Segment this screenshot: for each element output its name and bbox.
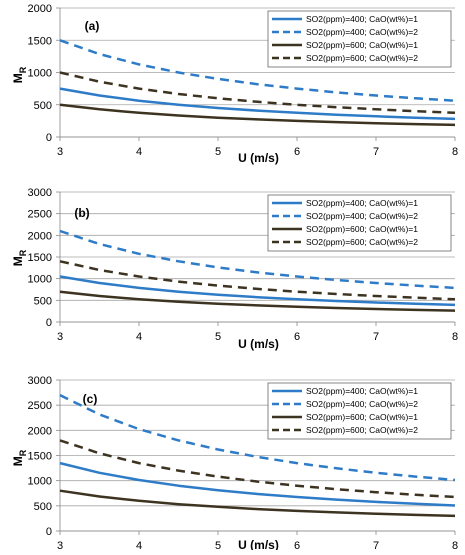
series-line-3 [59, 103, 456, 127]
legend-label-4: SO2(ppm)=600; CaO(wt%)=2 [306, 425, 418, 435]
legend-label-1: SO2(ppm)=400; CaO(wt%)=1 [306, 198, 418, 208]
y-tick-label: 3000 [28, 187, 52, 199]
y-tick-label: 2000 [28, 425, 52, 437]
series-line-3 [59, 290, 456, 312]
legend: SO2(ppm)=400; CaO(wt%)=1 SO2(ppm)=400; Ca… [267, 194, 452, 252]
y-tick-label: 1000 [28, 476, 52, 488]
y-axis-label: MR [11, 249, 28, 266]
legend-label-2: SO2(ppm)=400; CaO(wt%)=2 [306, 211, 418, 221]
y-axis-label-main: M [11, 456, 25, 466]
x-tick-label: 6 [294, 146, 300, 158]
x-tick-label: 3 [57, 540, 63, 550]
legend-label-3: SO2(ppm)=600; CaO(wt%)=1 [306, 412, 418, 422]
y-tick-label: 1000 [28, 68, 52, 80]
legend-label-1: SO2(ppm)=400; CaO(wt%)=1 [306, 14, 418, 24]
y-axis-label-subscript: R [18, 449, 28, 456]
series-line-3 [59, 489, 456, 518]
chart-panel-2: 0 500 1000 1500 2000 2500 3000 3 4 5 6 7 8 U (m/s) MR (… [11, 187, 458, 351]
x-tick-label: 5 [215, 331, 221, 343]
legend-label-3: SO2(ppm)=600; CaO(wt%)=1 [306, 224, 418, 234]
x-tick-label: 6 [294, 540, 300, 550]
x-axis-label: U (m/s) [238, 538, 279, 550]
y-tick-label: 2000 [28, 230, 52, 242]
x-tick-label: 3 [57, 146, 63, 158]
series-line-2 [59, 39, 456, 102]
y-tick-label: 0 [46, 132, 52, 144]
series-line-4 [59, 439, 456, 499]
y-axis-label-subscript: R [18, 249, 28, 256]
y-tick-label: 2500 [28, 209, 52, 221]
x-tick-label: 7 [373, 146, 379, 158]
y-tick-label: 1000 [28, 274, 52, 286]
x-tick-label: 8 [452, 331, 458, 343]
y-tick-label: 1500 [28, 451, 52, 463]
legend-label-2: SO2(ppm)=400; CaO(wt%)=2 [306, 399, 418, 409]
x-tick-label: 4 [136, 331, 142, 343]
y-axis-label-subscript: R [18, 66, 28, 73]
legend-label-3: SO2(ppm)=600; CaO(wt%)=1 [306, 40, 418, 50]
x-tick-label: 4 [136, 146, 142, 158]
chart-panel-3: 0 500 1000 1500 2000 2500 3000 3 4 5 6 7 8 U (m/s) MR (… [11, 375, 458, 552]
y-tick-label: 1500 [28, 35, 52, 47]
y-tick-label: 500 [34, 295, 52, 307]
y-tick-label: 0 [46, 317, 52, 329]
legend: SO2(ppm)=400; CaO(wt%)=1 SO2(ppm)=400; Ca… [267, 10, 452, 68]
x-tick-label: 7 [373, 540, 379, 550]
x-tick-label: 7 [373, 331, 379, 343]
y-tick-label: 3000 [28, 375, 52, 387]
y-axis-label: MR [11, 449, 28, 466]
x-tick-label: 6 [294, 331, 300, 343]
x-tick-label: 3 [57, 331, 63, 343]
y-tick-label: 0 [46, 526, 52, 538]
legend-label-4: SO2(ppm)=600; CaO(wt%)=2 [306, 53, 418, 63]
x-tick-label: 5 [215, 146, 221, 158]
y-tick-label: 1500 [28, 252, 52, 264]
legend: SO2(ppm)=400; CaO(wt%)=1 SO2(ppm)=400; Ca… [267, 382, 452, 440]
series-line-1 [59, 275, 456, 307]
y-tick-label: 2000 [28, 3, 52, 15]
x-axis-label: U (m/s) [238, 151, 279, 165]
x-tick-label: 4 [136, 540, 142, 550]
x-tick-label: 5 [215, 540, 221, 550]
y-tick-label: 2500 [28, 400, 52, 412]
series-line-1 [59, 461, 456, 507]
x-axis-label: U (m/s) [238, 337, 279, 351]
y-axis-label-main: M [11, 73, 25, 83]
legend-label-2: SO2(ppm)=400; CaO(wt%)=2 [306, 27, 418, 37]
series-line-4 [59, 71, 456, 115]
legend-label-1: SO2(ppm)=400; CaO(wt%)=1 [306, 386, 418, 396]
panel-label: (c) [83, 392, 98, 406]
legend-label-4: SO2(ppm)=600; CaO(wt%)=2 [306, 237, 418, 247]
series-line-2 [59, 229, 456, 290]
x-tick-label: 8 [452, 540, 458, 550]
chart-panel-1: 0 500 1000 1500 2000 3 4 5 6 7 8 U (m/s) MR (a) SO2(pp… [11, 3, 458, 165]
x-tick-label: 8 [452, 146, 458, 158]
panel-label: (b) [74, 206, 89, 220]
panel-label: (a) [85, 19, 100, 33]
series-line-1 [59, 87, 456, 121]
y-axis-label-main: M [11, 256, 25, 266]
y-tick-label: 500 [34, 501, 52, 513]
y-axis-label: MR [11, 66, 28, 83]
y-tick-label: 500 [34, 100, 52, 112]
series-line-4 [59, 260, 456, 301]
